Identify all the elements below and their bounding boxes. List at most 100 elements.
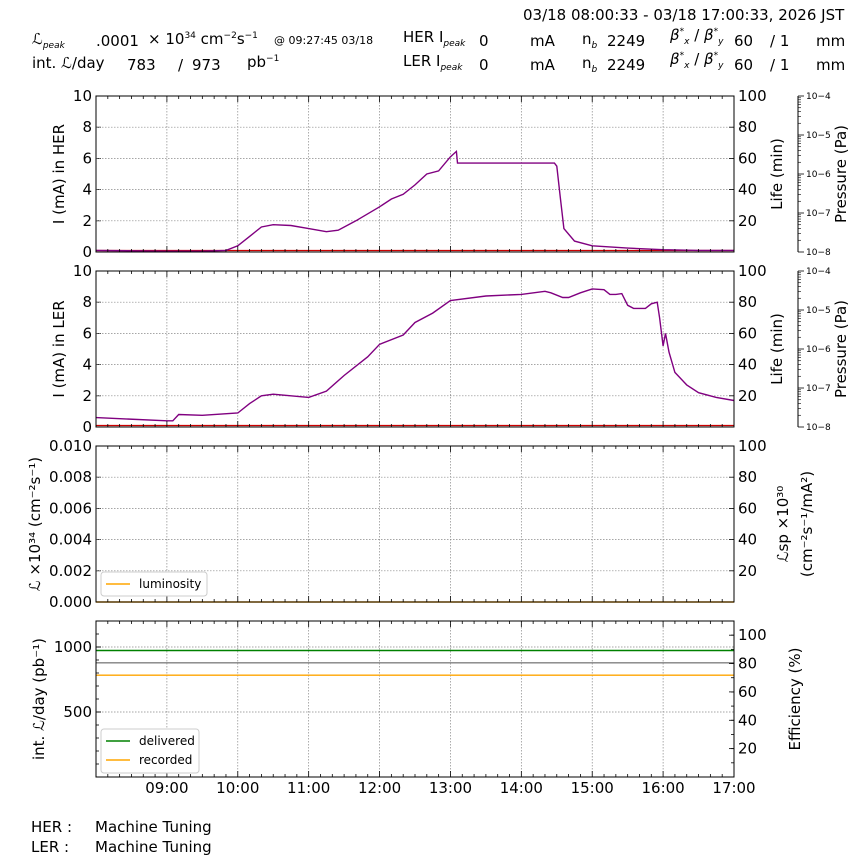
her-frame	[95, 95, 735, 253]
ler-beta-unit: mm	[816, 56, 846, 74]
her-ytick-right-label: 80	[738, 118, 757, 136]
footer-her-status: Machine Tuning	[95, 818, 212, 836]
intlum-ytick-label: 500	[63, 703, 92, 721]
intlum-ytick-right-label: 100	[738, 626, 767, 644]
ler-peak-unit: mA	[530, 56, 555, 74]
intlum-legend-delivered-label: delivered	[139, 734, 195, 748]
lum-ytick-right-label: 40	[738, 531, 757, 549]
her-ytick-right-label: 20	[738, 212, 757, 230]
ler-ytick-right-label: 20	[738, 387, 757, 405]
lum-ytick-label: 0.006	[49, 499, 92, 517]
lum-ytick-label: 0.000	[49, 593, 92, 611]
ler-ytick-right-label: 60	[738, 324, 757, 342]
lum-peak-time: @ 09:27:45 03/18	[274, 34, 374, 47]
lum-ylabel-right: ℒsp ×10³⁰	[774, 486, 792, 563]
ler-ytick-right-label: 100	[738, 262, 767, 280]
her-ylabel-right: Life (min)	[768, 138, 786, 210]
int-lum-total: 973	[192, 56, 221, 74]
lum-ylabel: ℒ ×10³⁴ (cm⁻²s⁻¹)	[26, 457, 44, 591]
intlum-ylabel-right: Efficiency (%)	[786, 648, 804, 751]
int-lum-sep: /	[178, 56, 184, 74]
x-tick-label: 10:00	[216, 779, 259, 797]
ler-beta-label: β*x / β*y	[670, 50, 724, 71]
her-ytick-label: 0	[82, 243, 92, 261]
her-peak-unit: mA	[530, 32, 555, 50]
ler-ytick-label: 8	[82, 293, 92, 311]
footer-ler-status: Machine Tuning	[95, 838, 212, 856]
lum-ytick-right-label: 80	[738, 468, 757, 486]
x-tick-label: 11:00	[287, 779, 330, 797]
int-lum-label: int. ℒ/day	[32, 54, 105, 72]
lum-legend-label: luminosity	[139, 577, 201, 591]
lum-ylabel-right2: (cm⁻²s⁻¹/mA²)	[798, 471, 816, 577]
lum-ytick-right-label: 60	[738, 499, 757, 517]
her-ytick-label: 10	[73, 87, 92, 105]
lum-legend	[100, 571, 208, 597]
her-ytick-right-label: 60	[738, 149, 757, 167]
x-tick-label: 09:00	[145, 779, 188, 797]
intlum-ytick-right-label: 80	[738, 655, 757, 673]
ler-current-line	[95, 288, 735, 422]
int-lum-unit: pb−1	[247, 53, 280, 71]
ler-ytick-label: 6	[82, 324, 92, 342]
lum-ytick-label: 0.004	[49, 531, 92, 549]
lum-frame	[95, 445, 735, 603]
ler-ylabel: I (mA) in LER	[50, 300, 68, 397]
her-nb-label: nb	[582, 30, 598, 51]
her-beta-y: / 1	[770, 32, 790, 50]
her-pressure-tick-label: 10−6	[806, 170, 831, 180]
her-ytick-label: 2	[82, 212, 92, 230]
her-pressure-label: Pressure (Pa)	[832, 125, 850, 223]
ler-pressure-tick-label: 10−7	[806, 384, 831, 394]
footer-her-label: HER :	[31, 818, 73, 836]
ler-beta-y: / 1	[770, 56, 790, 74]
int-lum-value: 783	[127, 56, 156, 74]
lum-ytick-label: 0.002	[49, 562, 92, 580]
x-tick-label: 16:00	[641, 779, 684, 797]
ler-beta-x: 60	[734, 56, 754, 74]
footer-ler-label: LER :	[31, 838, 70, 856]
her-peak-label: HER Ipeak	[403, 28, 466, 49]
her-pressure-tick-label: 10−5	[806, 131, 831, 141]
lum-peak-label: ℒpeak	[32, 30, 65, 51]
her-current-line	[95, 149, 734, 252]
intlum-ytick-right-label: 40	[738, 711, 757, 729]
her-ylabel: I (mA) in HER	[50, 124, 68, 224]
ler-peak-value: 0	[479, 56, 489, 74]
intlum-ytick-right-label: 20	[738, 740, 757, 758]
her-pressure-tick-label: 10−8	[806, 248, 831, 258]
intlum-frame	[95, 620, 735, 778]
ler-ylabel-right: Life (min)	[768, 313, 786, 385]
her-beta-unit: mm	[816, 32, 846, 50]
ler-ytick-label: 10	[73, 262, 92, 280]
ler-frame	[95, 270, 735, 428]
ler-ytick-label: 0	[82, 418, 92, 436]
intlum-ytick-label: 1000	[54, 638, 92, 656]
her-ytick-label: 4	[82, 181, 92, 199]
her-beta-x: 60	[734, 32, 754, 50]
ler-ytick-right-label: 40	[738, 356, 757, 374]
intlum-legend	[100, 728, 200, 774]
time-range: 03/18 08:00:33 - 03/18 17:00:33, 2026 JS…	[523, 6, 845, 24]
lum-ytick-right-label: 20	[738, 562, 757, 580]
x-tick-label: 14:00	[500, 779, 543, 797]
her-nb-value: 2249	[607, 32, 646, 50]
ler-ytick-label: 2	[82, 387, 92, 405]
x-tick-label: 15:00	[571, 779, 614, 797]
ler-pressure-tick-label: 10−4	[806, 267, 831, 277]
x-tick-label: 13:00	[429, 779, 472, 797]
ler-nb-value: 2249	[607, 56, 646, 74]
ler-pressure-tick-label: 10−8	[806, 423, 831, 433]
lum-ytick-right-label: 100	[738, 437, 767, 455]
ler-pressure-label: Pressure (Pa)	[832, 300, 850, 398]
her-pressure-tick-label: 10−4	[806, 92, 831, 102]
intlum-ylabel: int. ℒ/day (pb⁻¹)	[30, 638, 48, 760]
ler-nb-label: nb	[582, 54, 598, 75]
x-tick-label: 17:00	[712, 779, 755, 797]
her-beta-label: β*x / β*y	[670, 26, 724, 47]
header-panel: 03/18 08:00:33 - 03/18 17:00:33, 2026 JS…	[0, 0, 864, 90]
footer-status: HER : Machine Tuning LER : Machine Tunin…	[0, 810, 864, 864]
ler-ytick-label: 4	[82, 356, 92, 374]
intlum-ytick-right-label: 60	[738, 683, 757, 701]
